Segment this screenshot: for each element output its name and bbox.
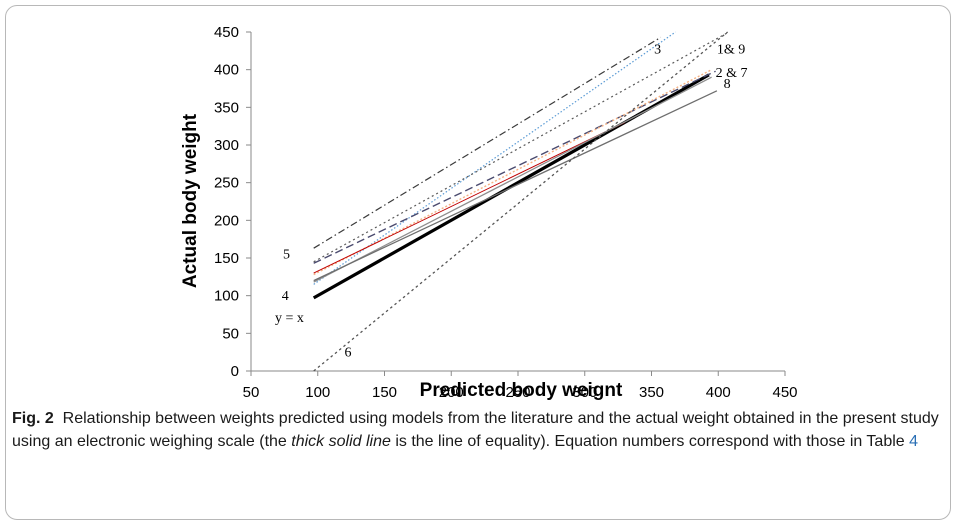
y-tick-label: 450 — [214, 24, 239, 41]
y-tick-label: 50 — [222, 325, 239, 342]
series-annotation: 4 — [282, 289, 289, 304]
y-tick-label: 150 — [214, 250, 239, 267]
series-line-5 — [313, 69, 712, 276]
series-line-1 — [313, 31, 676, 285]
series-line-3 — [313, 31, 730, 263]
series-line-0 — [312, 73, 710, 300]
x-tick-label: 200 — [439, 384, 464, 401]
caption-label: Fig. 2 — [12, 410, 54, 427]
y-tick-label: 200 — [214, 212, 239, 229]
series-line-2 — [313, 36, 662, 249]
x-tick-label: 250 — [505, 384, 530, 401]
x-tick-label: 50 — [243, 384, 260, 401]
caption-text-1: Relationship between weights predicted u… — [12, 410, 939, 450]
series-layer — [312, 31, 730, 372]
series-annotation: 8 — [724, 77, 731, 92]
series-line-7 — [313, 76, 712, 283]
caption-italic: thick solid line — [291, 432, 391, 450]
y-tick-label: 250 — [214, 175, 239, 192]
series-line-6 — [313, 121, 626, 274]
series-annotation: 3 — [654, 43, 661, 58]
x-axis-title: Predicted body weignt — [420, 380, 623, 401]
x-tick-label: 300 — [572, 384, 597, 401]
series-annotation: y = x — [275, 311, 304, 326]
y-tick-label: 0 — [231, 363, 239, 380]
y-tick-label: 100 — [214, 288, 239, 305]
series-annotation: 1& 9 — [717, 43, 745, 58]
x-tick-label: 450 — [772, 384, 797, 401]
x-tick-label: 350 — [639, 384, 664, 401]
series-annotation: 5 — [283, 247, 290, 262]
y-tick-label: 400 — [214, 62, 239, 79]
y-tick-label: 350 — [214, 99, 239, 116]
table-reference-link[interactable]: 4 — [909, 432, 919, 450]
series-line-4 — [313, 70, 716, 264]
x-tick-label: 100 — [305, 384, 330, 401]
series-annotation: 6 — [344, 345, 351, 360]
labels-layer: 3 1& 9 2 & 78 5 4 y = x 6 — [275, 43, 747, 361]
figure-caption: Fig. 2 Relationship between weights pred… — [12, 408, 942, 453]
x-tick-label: 150 — [372, 384, 397, 401]
caption-text-2: is the line of equality). Equation numbe… — [390, 432, 910, 450]
series-line-8 — [313, 90, 718, 282]
figure-frame — [5, 5, 951, 520]
x-tick-label: 400 — [706, 384, 731, 401]
y-axis-title: Actual body weight — [180, 113, 201, 288]
series-annotation: 2 & 7 — [716, 66, 748, 81]
y-tick-label: 300 — [214, 137, 239, 154]
series-line-9 — [313, 31, 729, 372]
